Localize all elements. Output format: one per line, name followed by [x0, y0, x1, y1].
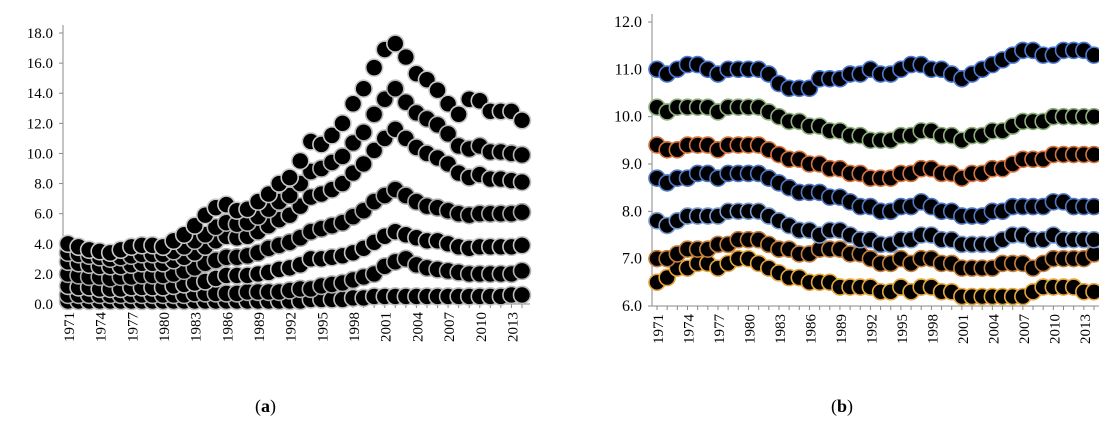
- chart-a-y-tick-label: 18.0: [27, 26, 53, 42]
- chart-panel-b: 6.0 7.0 8.0 9.0 10.0 11.0 12.0 1971 1974 1977 1980…: [560, 0, 1099, 436]
- caption-b-label: b: [837, 396, 848, 416]
- chart-a-y-tick-label: 0.0: [34, 297, 53, 313]
- chart-a-x-tick-label: 2004: [410, 312, 426, 343]
- chart-b-series-3: [648, 202, 1099, 254]
- chart-b-x-tick-label: 1977: [712, 314, 728, 345]
- chart-a-data-point: [512, 235, 532, 255]
- chart-a-data-point: [512, 202, 532, 222]
- chart-a-y-tick-label: 12.0: [27, 116, 53, 132]
- chart-a-y-tick-label: 8.0: [34, 177, 53, 193]
- chart-a-data-point: [290, 151, 310, 171]
- chart-a-data-point: [364, 58, 384, 77]
- chart-a-data-point: [364, 141, 384, 160]
- chart-b-x-tick-label: 2010: [1047, 314, 1063, 344]
- chart-panel-a: 0.0 2.0 4.0 6.0 8.0 10.0 12.0 14.0 16.0 18.0 1971 1…: [0, 0, 540, 436]
- chart-a-y-tick-label: 2.0: [34, 267, 53, 283]
- chart-b-y-tick-label: 7.0: [622, 251, 642, 268]
- chart-a-x-tick-label: 1971: [62, 312, 78, 342]
- chart-b-x-tick-label: 1983: [773, 314, 789, 344]
- chart-a-x-tick-label: 1989: [252, 312, 268, 342]
- chart-b-series-5: [648, 136, 1099, 187]
- chart-a-y-tick-label: 6.0: [34, 207, 53, 223]
- chart-a-y-tick-label: 16.0: [27, 56, 53, 72]
- chart-a-data-point: [343, 94, 363, 114]
- chart-a-y-tick-label: 14.0: [27, 86, 53, 102]
- chart-b-x-tick-label: 2007: [1017, 314, 1033, 345]
- chart-a-data-point: [354, 154, 373, 174]
- chart-b-x-tick-label: 2004: [986, 314, 1002, 345]
- chart-a-data-point: [333, 147, 352, 166]
- chart-a-data-point: [428, 80, 447, 100]
- chart-a-data-point: [322, 126, 342, 145]
- chart-a-data-point: [386, 34, 405, 53]
- chart-a-data-point: [333, 114, 352, 133]
- chart-a-y-tick-label: 10.0: [27, 146, 53, 162]
- chart-a-x-tick-label: 1974: [94, 312, 110, 343]
- chart-a-data-point: [512, 111, 532, 130]
- chart-a-data-point: [396, 47, 416, 67]
- chart-a-x-tick-label: 2010: [474, 312, 490, 342]
- chart-b-y-tick-label: 8.0: [622, 203, 642, 220]
- chart-a-x-tick-label: 2013: [505, 312, 521, 342]
- chart-b-data-point: [1085, 46, 1099, 64]
- chart-a-x-tick-label: 1980: [157, 312, 173, 342]
- caption-a-label: a: [261, 396, 270, 416]
- chart-a-x-tick-label: 2007: [442, 312, 458, 343]
- chart-b-series-4: [648, 164, 1099, 225]
- chart-a-data-point: [512, 172, 532, 192]
- caption-b: (b): [831, 396, 854, 416]
- caption-a: (a): [255, 396, 276, 416]
- chart-b-y-tick-label: 9.0: [622, 156, 642, 173]
- chart-b-svg: 6.0 7.0 8.0 9.0 10.0 11.0 12.0 1971 1974 1977 1980…: [614, 14, 1099, 345]
- chart-b-series-2: [648, 230, 1099, 277]
- chart-b-series-1: [648, 249, 1099, 306]
- chart-a-data-point: [354, 79, 373, 99]
- chart-b-x-tick-label: 1992: [864, 314, 880, 344]
- chart-a-data-point: [438, 124, 458, 144]
- chart-b-x-tick-label: 1980: [742, 314, 758, 344]
- chart-b-x-tick-label: 2013: [1078, 314, 1094, 344]
- chart-a-data-point: [364, 105, 384, 124]
- chart-a-data-point: [280, 168, 300, 187]
- chart-b-data-point: [1085, 145, 1099, 164]
- chart-b-data-point: [1085, 283, 1099, 301]
- chart-a-data-point: [449, 105, 468, 124]
- chart-a-x-tick-label: 1998: [347, 312, 363, 342]
- chart-b-x-tick-label: 1986: [803, 314, 819, 345]
- chart-b-x-tick-label: 1971: [651, 314, 667, 344]
- chart-a-data-point: [512, 261, 532, 281]
- chart-b-x-tick-label: 2001: [956, 314, 972, 344]
- chart-a-series-4: [58, 180, 532, 288]
- chart-a-data-point: [386, 79, 405, 99]
- chart-a-x-tick-label: 1992: [284, 312, 300, 342]
- chart-b-x-tick-label: 1995: [895, 314, 911, 344]
- chart-b-y-tick-label: 11.0: [615, 61, 642, 78]
- chart-a-data-point: [512, 145, 532, 165]
- chart-b-y-tick-label: 12.0: [614, 14, 642, 31]
- chart-a-x-tick-label: 1995: [315, 312, 331, 342]
- chart-a-data-point: [512, 285, 532, 305]
- chart-b-x-tick-label: 1998: [925, 314, 941, 344]
- chart-a-x-tick-label: 1986: [220, 312, 236, 343]
- chart-b-x-tick-label: 1989: [834, 314, 850, 344]
- chart-a-data-point: [280, 186, 300, 205]
- chart-a-x-tick-label: 2001: [379, 312, 395, 342]
- chart-b-y-tick-label: 6.0: [622, 298, 642, 315]
- chart-b-series-7: [648, 41, 1099, 98]
- chart-b-x-tick-label: 1974: [681, 314, 697, 345]
- chart-b-y-tick-label: 10.0: [614, 109, 642, 126]
- chart-a-data-point: [354, 123, 373, 142]
- chart-a-y-tick-label: 4.0: [34, 237, 53, 253]
- chart-a-x-tick-label: 1977: [125, 312, 141, 343]
- chart-b-data-point: [1085, 197, 1099, 216]
- chart-a-x-tick-label: 1983: [189, 312, 205, 342]
- chart-b-series-6: [648, 98, 1099, 150]
- chart-b-data-point: [1085, 230, 1099, 249]
- chart-b-data-point: [1085, 107, 1099, 126]
- chart-a-series-7: [58, 34, 532, 263]
- chart-a-svg: 0.0 2.0 4.0 6.0 8.0 10.0 12.0 14.0 16.0 18.0 1971 1…: [27, 25, 532, 343]
